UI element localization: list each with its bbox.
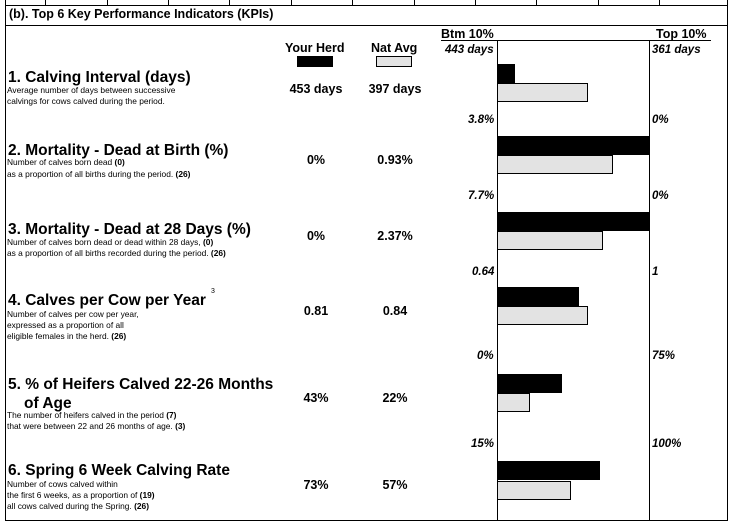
btm-axis-line — [497, 40, 498, 521]
title-divider — [5, 25, 728, 26]
nat-avg-value: 57% — [382, 478, 408, 492]
kpi-description-line: eligible females in the herd. (26) — [7, 331, 127, 341]
your-herd-bar — [497, 212, 649, 231]
kpi-title: 6. Spring 6 Week Calving Rate — [8, 462, 230, 479]
axis-top-rule — [441, 40, 711, 41]
btm-10-value: 7.7% — [468, 190, 495, 202]
nat-avg-bar — [497, 83, 588, 102]
kpi-description-line: Number of calves born dead (0) — [7, 157, 125, 167]
kpi-description-line: as a proportion of all births during the… — [7, 169, 191, 179]
kpi-description-line: expressed as a proportion of all — [7, 320, 124, 330]
kpi-count: (3) — [172, 421, 186, 431]
top-10-value: 0% — [652, 190, 669, 202]
your-herd-value: 0% — [306, 153, 326, 167]
top-axis-line — [649, 40, 650, 521]
nat-avg-value: 0.93% — [377, 153, 413, 167]
kpi-count: (0) — [200, 237, 214, 247]
kpi-count: (26) — [208, 248, 226, 258]
top-10-value: 75% — [652, 350, 676, 362]
your-herd-bar — [497, 136, 649, 155]
kpi-description-line: that were between 22 and 26 months of ag… — [7, 421, 186, 431]
kpi-description-line: Average number of days between successiv… — [7, 85, 176, 95]
your-herd-legend-swatch — [297, 56, 333, 67]
section-title: (b). Top 6 Key Performance Indicators (K… — [9, 7, 274, 21]
btm-10-value: 15% — [471, 438, 495, 450]
nat-avg-legend-swatch — [376, 56, 412, 67]
kpi-title: 3. Mortality - Dead at 28 Days (%) — [8, 221, 251, 238]
kpi-description-line: The number of heifers calved in the peri… — [7, 410, 177, 420]
kpi-title: 1. Calving Interval (days) — [8, 69, 191, 86]
kpi-count: (26) — [173, 169, 191, 179]
nat-avg-header: Nat Avg — [371, 41, 418, 55]
btm-10-header: Btm 10% — [441, 27, 494, 41]
your-herd-bar — [497, 461, 600, 480]
nat-avg-value: 2.37% — [377, 229, 413, 243]
nat-avg-bar — [497, 306, 588, 325]
top-10-value: 0% — [652, 114, 669, 126]
kpi-title: 5. % of Heifers Calved 22-26 Months — [8, 376, 274, 393]
kpi-description-line: the first 6 weeks, as a proportion of (1… — [7, 490, 155, 500]
your-herd-value: 73% — [303, 478, 329, 492]
top-10-value: 361 days — [652, 44, 701, 56]
kpi-title-line2: of Age — [24, 395, 72, 412]
kpi-description-line: calvings for cows calved during the peri… — [7, 96, 165, 106]
kpi-title: 4. Calves per Cow per Year — [8, 292, 206, 309]
your-herd-bar — [497, 287, 579, 306]
kpi-title-superscript: 3 — [211, 288, 215, 295]
btm-10-value: 0% — [477, 350, 494, 362]
nat-avg-bar — [497, 393, 530, 412]
panel-frame — [5, 5, 728, 521]
your-herd-bar — [497, 64, 515, 83]
your-herd-value: 43% — [303, 391, 329, 405]
top-10-value: 100% — [652, 438, 682, 450]
kpi-count: (26) — [108, 331, 127, 341]
kpi-title: 2. Mortality - Dead at Birth (%) — [8, 142, 229, 159]
nat-avg-bar — [497, 481, 571, 500]
top-10-value: 1 — [652, 266, 659, 278]
kpi-description-line: Number of cows calved within — [7, 479, 118, 489]
your-herd-value: 453 days — [289, 82, 343, 96]
btm-10-value: 443 days — [445, 44, 494, 56]
your-herd-value: 0% — [306, 229, 326, 243]
nat-avg-value: 22% — [382, 391, 408, 405]
btm-10-value: 0.64 — [472, 266, 495, 278]
kpi-count: (0) — [112, 157, 125, 167]
top-10-header: Top 10% — [656, 27, 707, 41]
kpi-count: (26) — [131, 501, 149, 511]
nat-avg-value: 397 days — [368, 82, 422, 96]
kpi-description-line: as a proportion of all births recorded d… — [7, 248, 226, 258]
btm-10-value: 3.8% — [468, 114, 495, 126]
top-divider-strip — [5, 0, 729, 5]
kpi-description-line: Number of calves born dead or dead withi… — [7, 237, 214, 247]
kpi-description-line: Number of calves per cow per year, — [7, 309, 139, 319]
your-herd-header: Your Herd — [285, 41, 345, 55]
nat-avg-bar — [497, 155, 613, 174]
kpi-description-line: all cows calved during the Spring. (26) — [7, 501, 149, 511]
your-herd-value: 0.81 — [303, 304, 329, 318]
your-herd-bar — [497, 374, 562, 393]
kpi-count: (19) — [137, 490, 155, 500]
nat-avg-value: 0.84 — [382, 304, 408, 318]
nat-avg-bar — [497, 231, 603, 250]
kpi-count: (7) — [163, 410, 177, 420]
